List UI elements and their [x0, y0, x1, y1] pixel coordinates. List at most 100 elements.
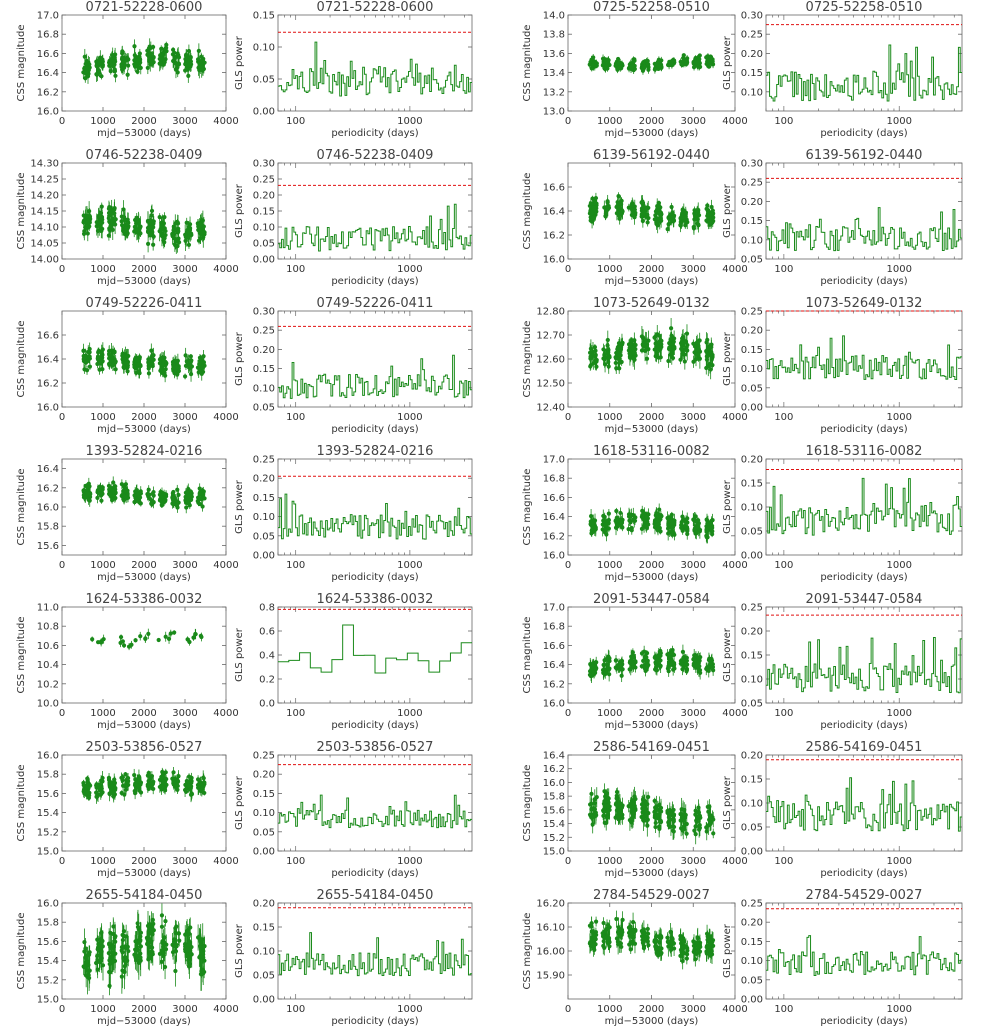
data-point [121, 207, 126, 212]
data-point [149, 218, 154, 223]
lightcurve-panel: 0 1000 2000 3000 4000 16.0 16.2 16.4 16.6 6139-56… [522, 148, 748, 287]
x-tick-label: 3000 [172, 264, 197, 275]
data-point [683, 524, 688, 529]
plot-frame [567, 458, 736, 556]
data-point [707, 220, 713, 225]
data-point [654, 512, 659, 517]
x-tick-label: 1000 [887, 412, 912, 423]
x-tick-label: 2000 [131, 264, 156, 275]
data-point [122, 488, 127, 493]
data-point [196, 500, 201, 505]
data-point [124, 221, 129, 227]
data-point [696, 57, 701, 62]
data-point [96, 68, 102, 73]
gls-power-curve [766, 335, 962, 380]
data-point [171, 365, 176, 370]
data-point [683, 216, 688, 221]
periodogram-panel: 100 1000 0.05 0.10 0.15 0.20 0.25 0.30 6139-5619… [722, 148, 963, 287]
data-point [602, 351, 607, 357]
data-point [619, 202, 624, 207]
data-point [196, 65, 201, 70]
data-point [629, 338, 634, 343]
data-point [630, 208, 635, 213]
data-point [652, 525, 658, 530]
data-point [146, 487, 151, 492]
data-point [589, 531, 594, 536]
x-axis-label: periodicity (days) [820, 128, 907, 139]
data-point [173, 67, 179, 72]
x-tick-label: 1000 [90, 708, 115, 719]
x-axis-label: periodicity (days) [331, 424, 418, 435]
data-point [591, 215, 596, 220]
x-axis-label: periodicity (days) [820, 424, 907, 435]
data-point [147, 46, 152, 51]
panel-title: 0746-52238-0409 [317, 148, 434, 163]
data-point [682, 359, 687, 364]
data-point [669, 326, 674, 331]
data-point [672, 336, 677, 341]
data-point [132, 493, 137, 498]
data-point [198, 633, 203, 638]
data-point [655, 63, 660, 68]
data-point [685, 220, 690, 225]
data-point [170, 491, 175, 496]
y-tick-label: 16.4 [37, 68, 59, 79]
panel-title: 1073-52649-0132 [593, 296, 710, 311]
data-point [136, 217, 141, 222]
y-tick-label: 17.0 [543, 455, 565, 466]
data-point [644, 514, 650, 519]
data-point [111, 493, 116, 498]
x-tick-label: 3000 [681, 116, 706, 127]
data-point [98, 357, 104, 363]
data-point [605, 343, 610, 348]
data-point [112, 207, 117, 212]
data-point [602, 529, 607, 535]
data-point [710, 352, 715, 358]
y-tick-label: 14.30 [30, 159, 59, 170]
data-point [603, 523, 608, 528]
data-point [175, 51, 180, 56]
data-point [693, 217, 698, 222]
panel-title: 0725-52258-0510 [593, 0, 710, 15]
data-point [602, 66, 607, 71]
y-tick-label: 0.15 [741, 216, 763, 227]
data-point [168, 631, 173, 636]
data-point [85, 218, 90, 223]
data-point [191, 635, 196, 640]
gls-power-curve [278, 203, 472, 252]
y-tick-label: 0.15 [253, 364, 275, 375]
y-tick-label: 10.0 [37, 699, 59, 710]
lightcurve-points [90, 628, 204, 651]
y-tick-label: 0.05 [253, 75, 275, 86]
y-tick-label: 0.25 [253, 326, 275, 337]
y-tick-label: 16.6 [543, 183, 565, 194]
x-tick-label: 1000 [397, 560, 422, 571]
y-tick-label: 14.10 [30, 223, 59, 234]
x-tick-label: 2000 [131, 708, 156, 719]
x-tick-label: 3000 [172, 116, 197, 127]
data-point [670, 528, 675, 534]
y-tick-label: 15.6 [37, 541, 59, 552]
x-axis-label: mjd−53000 (days) [605, 572, 699, 583]
y-tick-label: 0.10 [253, 512, 275, 523]
data-point [710, 363, 715, 368]
x-axis-label: mjd−53000 (days) [97, 128, 191, 139]
data-point [681, 53, 686, 58]
data-point [201, 361, 206, 366]
y-tick-label: 16.4 [37, 355, 59, 366]
data-point [185, 489, 190, 494]
data-point [613, 355, 618, 360]
data-point [118, 634, 124, 640]
panel-title: 1624-53386-0032 [86, 592, 203, 607]
lightcurve-panel: 0 1000 2000 3000 4000 15.6 15.8 16.0 16.2 16.4 139… [16, 444, 239, 583]
data-point [618, 520, 623, 525]
data-point [135, 498, 140, 503]
y-tick-label: 13.0 [543, 107, 565, 118]
data-point [188, 371, 194, 377]
data-point [592, 63, 597, 68]
data-point [680, 514, 685, 519]
y-axis-label: GLS power [234, 331, 245, 386]
data-point [588, 201, 593, 206]
x-axis-label: mjd−53000 (days) [605, 128, 699, 139]
